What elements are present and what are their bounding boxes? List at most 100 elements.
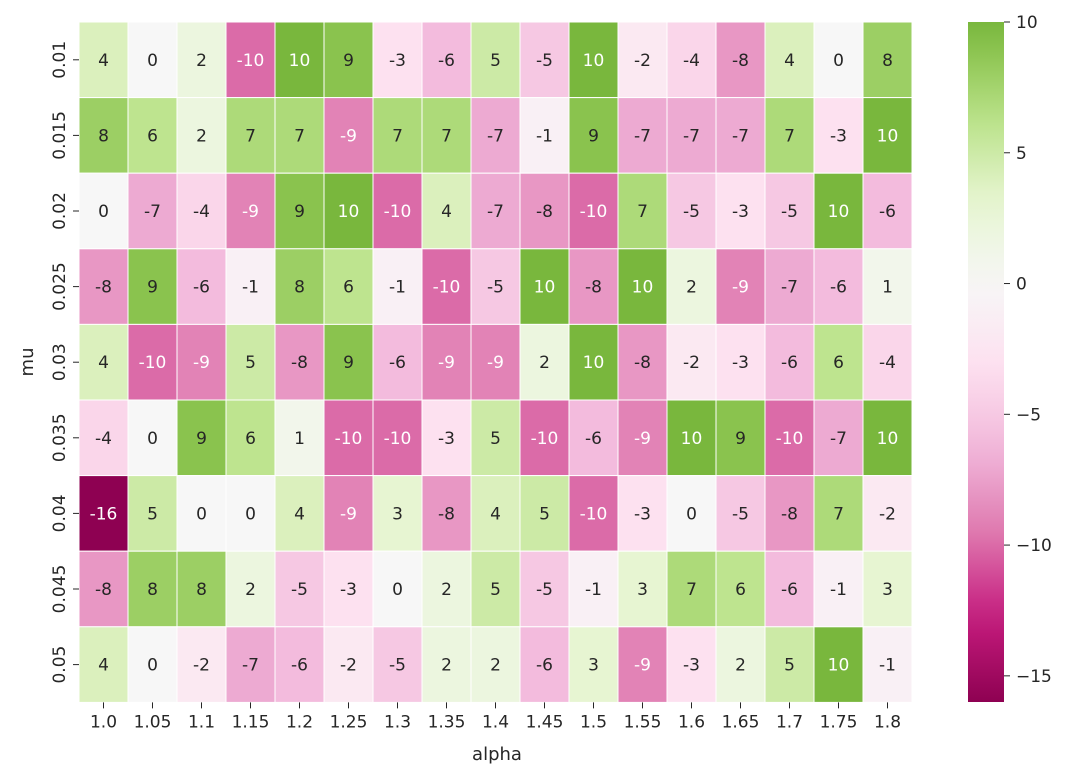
- cell-value-label: 4: [98, 656, 109, 676]
- x-tick-label: 1.5: [580, 712, 607, 732]
- heatmap-cell: [568, 626, 619, 703]
- cell-value-label: 8: [294, 278, 305, 298]
- cell-value-label: 3: [392, 504, 403, 524]
- heatmap-cell: [617, 97, 668, 174]
- cell-value-label: 10: [681, 429, 703, 449]
- heatmap-cell: [715, 626, 766, 703]
- heatmap-cell: [617, 626, 668, 703]
- cell-value-label: -10: [580, 504, 608, 524]
- cell-value-label: 5: [539, 504, 550, 524]
- heatmap-cell: [78, 550, 129, 628]
- cell-value-label: -3: [438, 429, 455, 449]
- heatmap-cell: [470, 399, 521, 477]
- cell-value-label: 1: [882, 278, 893, 298]
- cell-value-label: 0: [147, 429, 158, 449]
- y-tick-label: 0.045: [50, 565, 70, 614]
- heatmap-cell: [813, 323, 864, 401]
- heatmap-cell: [715, 97, 766, 174]
- cell-value-label: 8: [147, 580, 158, 600]
- heatmap-cell: [813, 550, 864, 628]
- cell-value-label: 7: [245, 126, 256, 146]
- cell-value-label: 6: [833, 353, 844, 373]
- heatmap-cell: [176, 248, 227, 325]
- heatmap-cell: [813, 475, 864, 552]
- cell-value-label: -10: [237, 51, 265, 71]
- y-tick-label: 0.02: [50, 192, 70, 230]
- cell-value-label: -5: [487, 278, 504, 298]
- cell-value-label: -8: [95, 278, 112, 298]
- heatmap-cell: [813, 21, 864, 99]
- x-tick-label: 1.05: [134, 712, 172, 732]
- cell-value-label: 1: [294, 429, 305, 449]
- heatmap-cell: [862, 475, 913, 552]
- cell-value-label: 2: [686, 278, 697, 298]
- y-tick-label: 0.03: [50, 343, 70, 381]
- cell-value-label: -1: [536, 126, 553, 146]
- heatmap-cell: [127, 475, 178, 552]
- heatmap-cell: [862, 21, 913, 99]
- heatmap-cell: [274, 248, 325, 325]
- heatmap-cell: [225, 550, 276, 628]
- cell-value-label: -6: [781, 580, 798, 600]
- cell-value-label: 0: [98, 202, 109, 222]
- x-axis-label: alpha: [472, 744, 522, 765]
- heatmap-cell: [421, 97, 472, 174]
- heatmap-cell: [764, 248, 815, 325]
- heatmap-cell: [176, 399, 227, 477]
- cell-value-label: 4: [490, 504, 501, 524]
- cell-value-label: 6: [735, 580, 746, 600]
- cell-value-label: -6: [781, 353, 798, 373]
- cell-value-label: 10: [877, 126, 899, 146]
- cell-value-label: -2: [193, 656, 210, 676]
- cell-value-label: -4: [879, 353, 896, 373]
- cell-value-label: 2: [441, 656, 452, 676]
- cell-value-label: -10: [335, 429, 363, 449]
- heatmap-cell: [323, 21, 374, 99]
- heatmap-cell: [666, 323, 717, 401]
- cell-value-label: 0: [196, 504, 207, 524]
- cell-value-label: -8: [585, 278, 602, 298]
- cell-value-label: 6: [343, 278, 354, 298]
- y-tick-label: 0.015: [50, 111, 70, 160]
- heatmap-cell: [666, 626, 717, 703]
- heatmap-cell: [323, 97, 374, 174]
- x-tick-label: 1.15: [232, 712, 270, 732]
- heatmap-cell: [372, 323, 423, 401]
- cell-value-label: 5: [147, 504, 158, 524]
- heatmap-cell: [666, 248, 717, 325]
- colorbar-ticks: −15 −10 −5 0 5 10: [1004, 13, 1052, 687]
- heatmap-cell: [764, 626, 815, 703]
- cell-value-label: -16: [90, 504, 118, 524]
- cell-value-label: -10: [531, 429, 559, 449]
- heatmap-cell: [421, 475, 472, 552]
- heatmap-cell: [519, 550, 570, 628]
- x-tick-label: 1.25: [330, 712, 368, 732]
- cell-value-label: 0: [392, 580, 403, 600]
- cell-value-label: 2: [441, 580, 452, 600]
- heatmap-cell: [470, 172, 521, 250]
- x-tick-label: 1.65: [722, 712, 760, 732]
- cell-value-label: 10: [338, 202, 360, 222]
- cell-value-label: 10: [289, 51, 311, 71]
- heatmap-cell: [78, 475, 129, 552]
- heatmap-cell: [78, 21, 129, 99]
- cell-value-label: 4: [294, 504, 305, 524]
- heatmap-cell: [421, 248, 472, 325]
- heatmap-cell: [127, 399, 178, 477]
- cell-value-label: -9: [732, 278, 749, 298]
- cell-value-label: 9: [343, 51, 354, 71]
- cell-value-label: 10: [828, 656, 850, 676]
- heatmap-cell: [617, 550, 668, 628]
- y-tick-label: 0.025: [50, 262, 70, 311]
- y-tick-label: 0.04: [50, 494, 70, 532]
- x-tick-label: 1.75: [820, 712, 858, 732]
- heatmap-cell: [715, 172, 766, 250]
- x-tick-label: 1.3: [384, 712, 411, 732]
- cell-value-label: 3: [882, 580, 893, 600]
- cell-value-label: -9: [438, 353, 455, 373]
- cell-value-label: 7: [294, 126, 305, 146]
- cell-value-label: -2: [879, 504, 896, 524]
- colorbar-tick-label: 10: [1016, 13, 1038, 33]
